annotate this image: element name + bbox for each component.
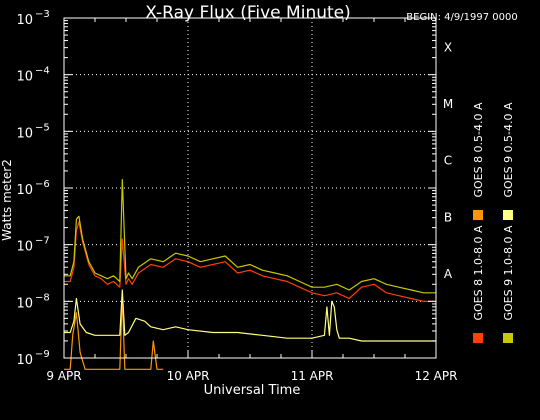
y-tick-exponent: −9: [35, 349, 50, 360]
y-tick-label: 10: [16, 353, 33, 368]
y-tick-label: 10: [16, 13, 33, 28]
flare-class-label: A: [444, 267, 453, 281]
x-axis-title: Universal Time: [204, 383, 301, 398]
y-axis-title: Watts meter2: [0, 159, 14, 241]
series-line: [64, 178, 436, 294]
series-line: [64, 289, 436, 342]
y-tick-label: 10: [16, 126, 33, 141]
legend-label: GOES 9 0.5-4.0 A: [502, 102, 515, 198]
legend-label: GOES 8 1.0-8.0 A: [472, 225, 485, 321]
series-line: [64, 221, 436, 302]
y-tick-label: 10: [16, 240, 33, 255]
x-tick-label: 10 APR: [167, 369, 210, 383]
flare-class-label: B: [444, 210, 452, 224]
series-line: [64, 295, 164, 370]
y-tick-exponent: −5: [35, 122, 50, 133]
legend-swatch: [503, 333, 513, 343]
legend-swatch: [473, 333, 483, 343]
chart-title: X-Ray Flux (Five Minute): [145, 3, 351, 23]
y-tick-exponent: −6: [35, 179, 50, 190]
legend-label: GOES 9 1.0-8.0 A: [502, 225, 515, 321]
y-tick-label: 10: [16, 70, 33, 85]
legend: GOES 8 1.0-8.0 A GOES 8 0.5-4.0 A GOES 9 1…: [472, 102, 515, 343]
y-tick-label: 10: [16, 183, 33, 198]
y-tick-exponent: −7: [35, 236, 50, 247]
x-tick-label: 11 APR: [291, 369, 334, 383]
x-tick-label: 12 APR: [415, 369, 458, 383]
grid-lines: [64, 18, 436, 358]
y-tick-exponent: −4: [35, 66, 50, 77]
flare-class-label: X: [444, 40, 452, 54]
y-tick-exponent: −3: [35, 9, 50, 20]
begin-label: BEGIN: 4/9/1997 0000: [406, 12, 517, 23]
flare-class-label: M: [443, 97, 453, 111]
y-tick-exponent: −8: [35, 292, 50, 303]
flare-class-label: C: [444, 154, 452, 168]
legend-swatch: [503, 210, 513, 220]
y-tick-label: 10: [16, 296, 33, 311]
legend-swatch: [473, 210, 483, 220]
axes: 10 −910 −810 −710 −610 −510 −410 −39 APR 10 APR 1…: [16, 9, 457, 383]
series-lines: [64, 178, 436, 370]
legend-label: GOES 8 0.5-4.0 A: [472, 102, 485, 198]
x-tick-label: 9 APR: [46, 369, 81, 383]
